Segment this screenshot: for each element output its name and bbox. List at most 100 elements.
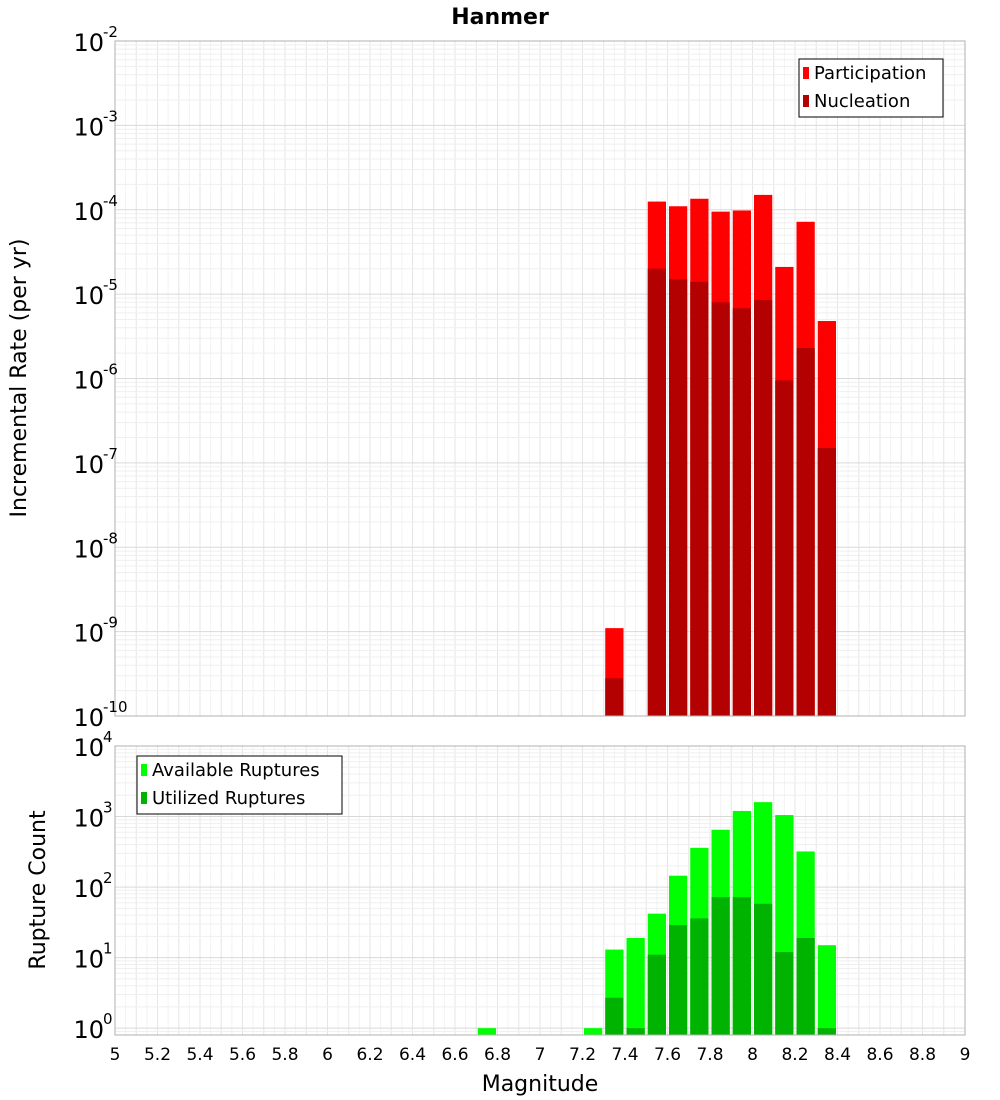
y-tick-base: 10 [73,734,104,762]
y-tick-exponent: -6 [103,361,118,379]
x-axis-title: Magnitude [482,1072,599,1097]
y-tick-exponent: 3 [103,799,113,817]
legend-label: Nucleation [814,91,910,112]
count-panel-y-tick: 10 0 [73,1010,112,1044]
y-tick-exponent: -10 [103,698,128,716]
rate-panel-bar-nucleation [605,678,624,716]
y-tick-exponent: 4 [103,728,113,746]
count-panel-legend-box [136,755,343,815]
x-tick-label: 6.8 [484,1045,511,1065]
x-tick-label: 8.6 [866,1045,893,1065]
count-panel-bar-utilized-ruptures [626,1028,645,1035]
x-tick-label: 8.8 [909,1045,936,1065]
rate-panel-y-tick: 10 -6 [73,361,118,395]
y-tick-base: 10 [73,620,104,648]
count-panel-bar-utilized-ruptures [754,903,773,1035]
count-panel-bar-available-ruptures [477,1028,496,1035]
rate-panel-y-tick: 10 -2 [73,23,118,57]
rate-panel-y-tick: 10 -10 [73,698,127,732]
count-panel-frame [114,745,966,1036]
count-panel-bar-available-ruptures [584,1028,603,1035]
rate-panel-bar-nucleation [711,302,730,716]
x-tick-label: 8.2 [781,1045,808,1065]
rate-panel-bar-nucleation [796,347,815,716]
x-tick-label: 6.6 [441,1045,468,1065]
x-tick-label: 7.4 [611,1045,638,1065]
y-tick-exponent: -4 [103,192,118,210]
y-tick-exponent: -5 [103,276,118,294]
x-tick-label: 5.4 [186,1045,213,1065]
rate-panel-y-tick: 10 -9 [73,614,118,648]
legend-swatch [141,792,147,804]
tick-labels: 5 5.2 5.4 5.6 5.8 6 6.2 6.4 6.6 6.8 7 7.2 7.4 7.6 7.8 8… [73,23,970,1065]
x-tick-label: 5 [110,1045,121,1065]
rate-panel-y-tick: 10 -3 [73,107,118,141]
y-tick-exponent: 1 [103,940,113,958]
y-tick-exponent: 0 [103,1010,113,1028]
count-panel-bar-utilized-ruptures [817,1028,836,1035]
y-tick-exponent: 2 [103,869,113,887]
legend-swatch [803,67,809,79]
rate-panel-bar-nucleation [732,308,751,716]
legend-label: Available Ruptures [152,760,320,781]
legends: Participation Nucleation Available Rupture… [136,58,944,815]
rate-panel-bar-nucleation [775,380,794,716]
count-panel-bar-available-ruptures [626,937,645,1035]
count-panel-bar-utilized-ruptures [732,897,751,1035]
legend-label: Participation [814,63,926,84]
y-tick-base: 10 [73,113,104,141]
x-tick-label: 7.6 [654,1045,681,1065]
x-tick-label: 7.2 [569,1045,596,1065]
y-tick-base: 10 [73,704,104,732]
x-tick-label: 8 [747,1045,758,1065]
count-panel-bar-utilized-ruptures [647,954,666,1035]
rate-panel-y-tick: 10 -7 [73,445,118,479]
count-panel-bar-utilized-ruptures [690,918,709,1035]
y-tick-base: 10 [73,875,104,903]
rate-panel-y-tick: 10 -8 [73,529,118,563]
y-tick-base: 10 [73,535,104,563]
count-panel-bar-utilized-ruptures [796,937,815,1035]
rate-panel-bar-nucleation [754,300,773,716]
y-tick-base: 10 [73,451,104,479]
y-tick-exponent: -8 [103,529,118,547]
x-tick-label: 6.4 [399,1045,426,1065]
count-panel-bar-available-ruptures [817,945,836,1035]
y-tick-base: 10 [73,946,104,974]
y-tick-base: 10 [73,29,104,57]
y-tick-base: 10 [73,282,104,310]
x-tick-label: 5.6 [229,1045,256,1065]
x-tick-label: 7.8 [696,1045,723,1065]
count-panel-y-tick: 10 4 [73,728,112,762]
rate-panel-bar-nucleation [817,448,836,716]
x-tick-label: 6.2 [356,1045,383,1065]
count-panel-bar-utilized-ruptures [669,925,688,1035]
count-panel-y-tick: 10 1 [73,940,112,974]
chart-title: Hanmer [451,5,549,30]
y-tick-exponent: -9 [103,614,118,632]
x-tick-label: 6 [322,1045,333,1065]
count-panel-bar-utilized-ruptures [775,952,794,1035]
x-tick-label: 5.8 [271,1045,298,1065]
y-tick-base: 10 [73,198,104,226]
rate-panel-y-tick: 10 -5 [73,276,118,310]
rate-panel-legend-box [798,58,944,118]
y-tick-base: 10 [73,805,104,833]
plot-frames [114,40,966,1036]
rate-panel-bar-nucleation [690,281,709,716]
y-tick-base: 10 [73,1016,104,1044]
legend-swatch [803,95,809,107]
bars [477,194,836,1035]
gridlines [114,40,966,1036]
y-tick-exponent: -3 [103,107,118,125]
x-tick-label: 8.4 [824,1045,851,1065]
rate-panel-y-tick: 10 -4 [73,192,118,226]
legend-swatch [141,764,147,776]
count-panel-bar-utilized-ruptures [711,897,730,1035]
x-tick-label: 5.2 [144,1045,171,1065]
count-panel-y-tick: 10 3 [73,799,112,833]
count-panel-bar-utilized-ruptures [605,997,624,1035]
rate-panel-bar-nucleation [647,268,666,716]
count-panel-y-tick: 10 2 [73,869,112,903]
